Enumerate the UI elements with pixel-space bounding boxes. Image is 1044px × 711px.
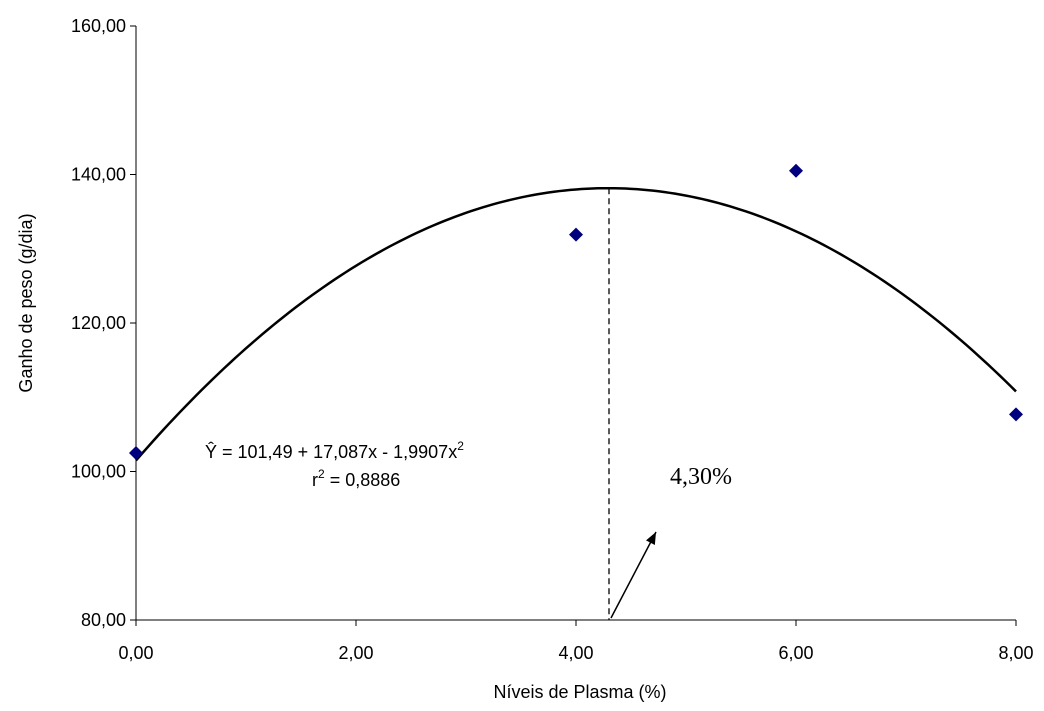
- data-point: [129, 445, 143, 460]
- y-ticks: 80,00 100,00 120,00 140,00 160,00: [71, 16, 136, 630]
- data-point: [789, 163, 803, 178]
- axes: [135, 26, 1016, 621]
- x-tick-label: 4,00: [558, 643, 593, 663]
- x-ticks: 0,00 2,00 4,00 6,00 8,00: [118, 620, 1034, 663]
- data-points: [129, 163, 1023, 460]
- x-tick-label: 6,00: [778, 643, 813, 663]
- y-tick-label: 160,00: [71, 16, 126, 36]
- y-tick-label: 100,00: [71, 462, 126, 482]
- y-tick-label: 120,00: [71, 313, 126, 333]
- data-point: [1009, 407, 1023, 422]
- y-axis-title: Ganho de peso (g/dia): [16, 213, 36, 392]
- data-point: [569, 227, 583, 242]
- optimum-arrow: [610, 531, 657, 619]
- r-squared-exponent: 2: [318, 467, 325, 481]
- x-tick-label: 0,00: [118, 643, 153, 663]
- trendline: [135, 186, 1017, 462]
- r-squared-label: r2 = 0,8886: [312, 467, 400, 490]
- x-tick-label: 8,00: [998, 643, 1033, 663]
- optimum-arrow-head: [646, 532, 656, 545]
- r-squared-value: = 0,8886: [325, 470, 401, 490]
- regression-equation: Ŷ = 101,49 + 17,087x - 1,9907x2: [205, 439, 464, 462]
- y-tick-label: 140,00: [71, 165, 126, 185]
- optimum-arrow-shaft: [610, 531, 657, 619]
- r-squared-symbol: r: [312, 470, 318, 490]
- y-tick-label: 80,00: [81, 610, 126, 630]
- optimum-label: 4,30%: [670, 464, 732, 490]
- x-tick-label: 2,00: [338, 643, 373, 663]
- x-axis-title: Níveis de Plasma (%): [493, 682, 666, 702]
- regression-equation-exponent: 2: [457, 439, 464, 453]
- regression-equation-main: Ŷ = 101,49 + 17,087x - 1,9907x: [205, 442, 457, 462]
